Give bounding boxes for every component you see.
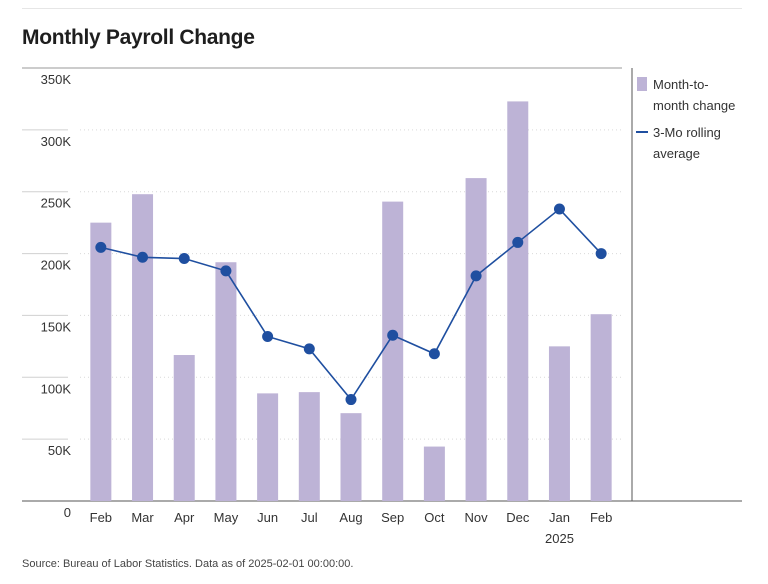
legend-bar-swatch: [637, 77, 647, 91]
y-tick-label: 350K: [41, 72, 72, 87]
x-tick-label: Feb: [590, 510, 612, 525]
rolling-average-point: [512, 236, 524, 248]
x-tick-label: Feb: [90, 510, 112, 525]
gridlines: [22, 67, 742, 502]
rolling-average-point: [345, 394, 357, 406]
rolling-average-point: [262, 330, 274, 342]
bar: [590, 314, 612, 501]
rolling-average-point: [220, 265, 232, 277]
bar: [382, 201, 404, 501]
x-year-label: 2025: [545, 531, 574, 546]
rolling-average-point: [303, 343, 315, 355]
x-tick-label: Jul: [301, 510, 318, 525]
legend-line-label: 3-Mo rolling: [653, 125, 721, 140]
y-tick-label: 50K: [48, 443, 71, 458]
legend-line-label: average: [653, 146, 700, 161]
bars: [90, 101, 612, 501]
y-tick-label: 300K: [41, 134, 72, 149]
legend-bar-label: Month-to-: [653, 77, 709, 92]
y-tick-label: 200K: [41, 258, 72, 273]
bar: [298, 392, 320, 501]
bar: [423, 446, 445, 501]
y-axis-ticks: 0 50K 100K 150K 200K 250K 300K 350K: [41, 72, 72, 520]
x-tick-label: May: [214, 510, 239, 525]
legend-bar-label: month change: [653, 98, 735, 113]
chart-title: Monthly Payroll Change: [22, 26, 255, 49]
y-tick-label: 250K: [41, 196, 72, 211]
rolling-average-point: [428, 348, 440, 360]
rolling-average-point: [137, 251, 149, 263]
x-tick-label: Nov: [465, 510, 489, 525]
rolling-average-point: [387, 329, 399, 341]
y-tick-label: 0: [64, 505, 71, 520]
rolling-average-point: [595, 248, 607, 260]
bar: [548, 346, 570, 501]
top-divider: [22, 8, 742, 9]
rolling-average-point: [178, 253, 190, 265]
bar: [340, 413, 362, 501]
bar: [507, 101, 529, 501]
rolling-average-line: [95, 203, 607, 406]
bar: [215, 262, 237, 501]
x-tick-label: Sep: [381, 510, 404, 525]
x-tick-label: Jan: [549, 510, 570, 525]
rolling-average-point: [95, 241, 107, 253]
x-tick-label: Apr: [174, 510, 195, 525]
y-tick-label: 150K: [41, 319, 72, 334]
bar: [173, 355, 195, 501]
source-note: Source: Bureau of Labor Statistics. Data…: [22, 558, 354, 570]
bar: [257, 393, 279, 501]
x-tick-label: Aug: [339, 510, 362, 525]
x-tick-label: Jun: [257, 510, 278, 525]
y-tick-label: 100K: [41, 381, 72, 396]
legend: Month-to-month change 3-Mo rolling average: [636, 77, 735, 161]
rolling-average-point: [553, 203, 565, 215]
rolling-average-point: [470, 270, 482, 282]
bar: [465, 178, 487, 501]
bar: [132, 194, 154, 501]
x-tick-label: Dec: [506, 510, 530, 525]
x-axis-ticks: Feb Mar Apr May Jun Jul Aug Sep Oct Nov Dec Jan Feb 2…: [90, 510, 613, 546]
x-tick-label: Mar: [131, 510, 154, 525]
x-tick-label: Oct: [424, 510, 445, 525]
bar: [90, 222, 112, 501]
